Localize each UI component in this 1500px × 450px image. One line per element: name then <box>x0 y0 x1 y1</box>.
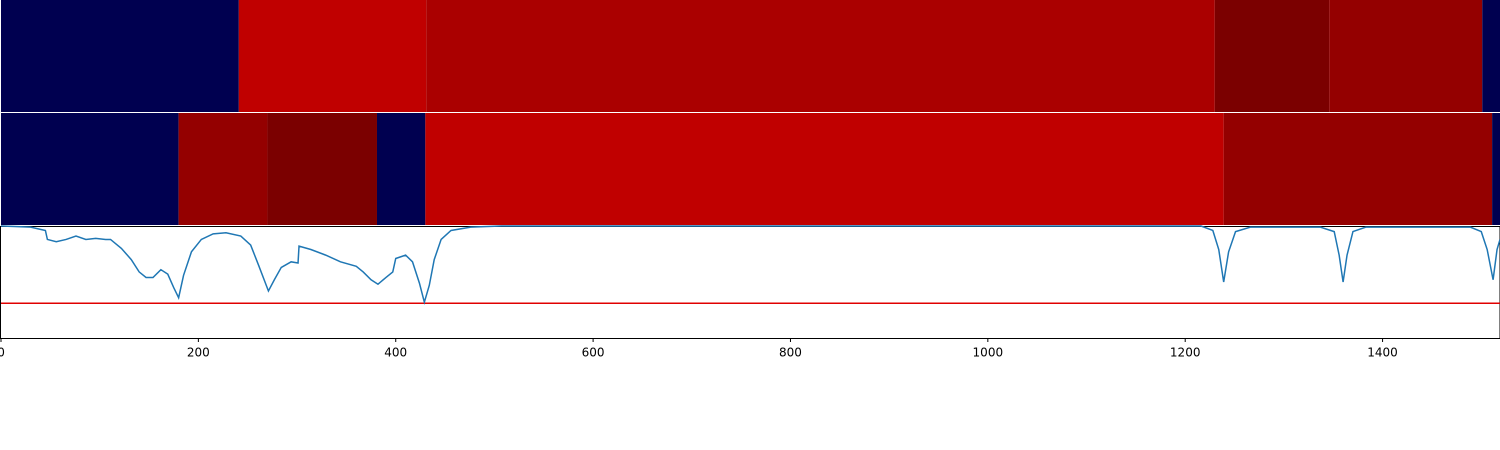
heatmap-cell <box>426 0 1215 112</box>
x-tick-label: 400 <box>384 346 407 360</box>
heatmap-cell <box>1329 0 1483 112</box>
heatmap-cell <box>1492 113 1500 225</box>
heatmap-cell <box>425 113 1224 225</box>
x-tick-label: 1400 <box>1367 346 1398 360</box>
x-tick-label: 600 <box>582 346 605 360</box>
x-tick-label: 1000 <box>973 346 1004 360</box>
line-series <box>0 225 1500 305</box>
x-tick-label: 0 <box>0 346 5 360</box>
heatmap-cell <box>1 0 239 112</box>
heatmap-cell <box>238 0 427 112</box>
x-tick-label: 1200 <box>1170 346 1201 360</box>
heatmap-cell <box>1 113 179 225</box>
heatmap-cell <box>178 113 268 225</box>
x-tick-label: 200 <box>187 346 210 360</box>
heatmap-cell <box>376 113 426 225</box>
plot-frame <box>0 226 1500 339</box>
heatmap-cell <box>1214 0 1330 112</box>
x-tick-label: 800 <box>779 346 802 360</box>
heatmap-cell <box>1482 0 1500 112</box>
heatmap-cell <box>1223 113 1493 225</box>
heatmap-cell <box>267 113 377 225</box>
